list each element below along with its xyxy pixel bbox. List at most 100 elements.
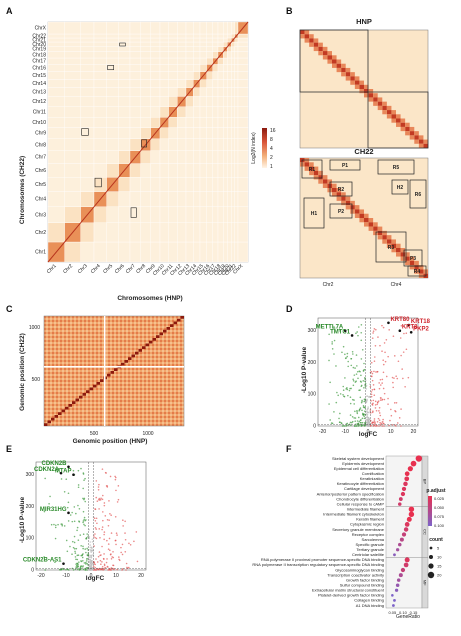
- volcano-point: [125, 569, 127, 571]
- volcano-point: [363, 368, 366, 371]
- volcano-point: [91, 541, 94, 543]
- volcano-point: [345, 357, 347, 359]
- heatmap-block: [217, 163, 224, 178]
- heatmap-block: [193, 117, 201, 128]
- volcano-point: [105, 472, 107, 474]
- heatmap-block: [185, 57, 194, 65]
- heatmap-block: [206, 222, 213, 243]
- matrix-diagonal: [61, 409, 65, 413]
- heatmap-block: [206, 21, 213, 35]
- heatmap-block: [129, 37, 141, 43]
- heatmap-block: [217, 46, 224, 52]
- volcano-point: [54, 526, 57, 529]
- heatmap-block: [106, 57, 119, 65]
- labeled-point: [59, 471, 63, 475]
- volcano-point: [100, 554, 102, 556]
- heatmap-block: [93, 117, 107, 128]
- x-tick: 0.05: [388, 610, 397, 615]
- diagonal-segment: [176, 96, 187, 108]
- heatmap-block: [223, 21, 228, 35]
- volcano-point: [133, 540, 135, 543]
- volcano-point: [380, 422, 383, 425]
- region-label: R5: [393, 165, 400, 171]
- heatmap-block: [118, 46, 131, 52]
- volcano-point: [85, 536, 88, 539]
- heatmap-block: [199, 41, 207, 47]
- heatmap-block: [231, 51, 235, 59]
- heatmap-block: [234, 41, 239, 47]
- heatmap-block: [168, 21, 178, 35]
- heatmap-block: [212, 117, 219, 128]
- volcano-point: [392, 381, 394, 384]
- go-term-label: Keratinocyte differentiation: [337, 481, 384, 486]
- offdiag-cell: [364, 222, 369, 227]
- facet-panel: [385, 455, 423, 507]
- volcano-point: [89, 541, 92, 543]
- heatmap-block: [199, 150, 207, 164]
- diagonal-cell: [304, 34, 310, 39]
- volcano-point: [109, 475, 112, 478]
- volcano-point: [339, 412, 341, 415]
- panel-f-padj-tick: 0.075: [434, 514, 445, 519]
- matrix-diagonal: [159, 332, 163, 336]
- volcano-point: [88, 560, 91, 563]
- heatmap-block: [93, 21, 107, 35]
- translocation-box: [81, 128, 89, 136]
- diagonal-cell: [405, 256, 410, 261]
- heatmap-block: [93, 177, 107, 192]
- volcano-point: [331, 343, 333, 345]
- heatmap-block: [234, 57, 239, 65]
- offdiag-cell: [359, 218, 364, 223]
- heatmap-block: [234, 21, 239, 35]
- heatmap-block: [193, 191, 201, 207]
- heatmap-block: [193, 222, 201, 243]
- volcano-point: [88, 536, 91, 538]
- diagonal-cell: [336, 63, 342, 68]
- heatmap-block: [168, 46, 178, 52]
- offdiag-cell: [391, 110, 396, 115]
- go-term-label: Intermediate filament cytoskeleton: [323, 512, 384, 517]
- heatmap-block: [80, 150, 95, 164]
- heatmap-block: [150, 150, 161, 164]
- volcano-point: [402, 351, 405, 353]
- volcano-point: [360, 425, 363, 427]
- panel-f-padj-tick: 0.050: [434, 505, 445, 510]
- volcano-point: [379, 399, 382, 401]
- heatmap-block: [217, 37, 224, 43]
- volcano-point: [407, 376, 410, 379]
- volcano-point: [371, 403, 373, 405]
- matrix-diagonal: [65, 406, 69, 410]
- heatmap-block: [185, 41, 194, 47]
- heatmap-block: [64, 117, 81, 128]
- diagonal-cell: [382, 105, 387, 111]
- volcano-point: [101, 526, 104, 528]
- volcano-point: [80, 544, 82, 547]
- volcano-point: [382, 387, 385, 390]
- heatmap-block: [234, 177, 239, 192]
- matrix-diagonal: [58, 412, 62, 415]
- heatmap-block: [150, 51, 161, 59]
- heatmap-block: [47, 87, 65, 97]
- heatmap-block: [199, 117, 207, 128]
- go-term-label: Anterior/posterior pattern specification: [317, 491, 384, 496]
- volcano-point: [72, 469, 75, 472]
- heatmap-block: [237, 191, 249, 207]
- volcano-point: [84, 500, 87, 503]
- volcano-point: [346, 352, 349, 355]
- heatmap-block: [234, 127, 239, 139]
- volcano-point: [370, 393, 373, 396]
- heatmap-block: [159, 33, 169, 39]
- y-tick: 0: [31, 568, 34, 574]
- heatmap-block: [237, 206, 249, 223]
- volcano-point: [97, 568, 100, 571]
- heatmap-block: [106, 206, 119, 223]
- heatmap-block: [217, 241, 224, 263]
- heatmap-block: [206, 33, 213, 39]
- heatmap-block: [227, 64, 232, 72]
- heatmap-block: [150, 46, 161, 52]
- y-tick: 200: [308, 360, 317, 366]
- heatmap-block: [234, 87, 239, 97]
- volcano-point: [101, 545, 103, 548]
- go-term-label: Epidermal cell differentiation: [334, 466, 384, 471]
